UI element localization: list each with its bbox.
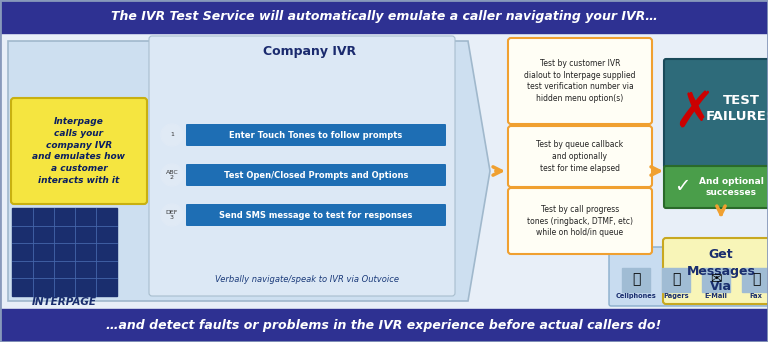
- FancyBboxPatch shape: [508, 188, 652, 254]
- Text: Send SMS message to test for responses: Send SMS message to test for responses: [220, 210, 412, 220]
- Circle shape: [161, 204, 183, 226]
- Text: TEST
FAILURES: TEST FAILURES: [706, 94, 768, 123]
- Text: E-Mail: E-Mail: [704, 293, 727, 299]
- Text: ✉: ✉: [710, 272, 722, 286]
- Circle shape: [161, 164, 183, 186]
- Text: Verbally navigate/speak to IVR via Outvoice: Verbally navigate/speak to IVR via Outvo…: [215, 275, 399, 284]
- Bar: [0, 309, 768, 342]
- Text: Test Open/Closed Prompts and Options: Test Open/Closed Prompts and Options: [223, 171, 408, 180]
- FancyBboxPatch shape: [664, 59, 768, 168]
- Text: 1: 1: [170, 132, 174, 137]
- Bar: [742, 268, 768, 292]
- FancyBboxPatch shape: [508, 38, 652, 124]
- Text: Test by customer IVR
dialout to Interpage supplied
test verification number via
: Test by customer IVR dialout to Interpag…: [525, 59, 636, 103]
- Bar: [702, 268, 730, 292]
- Text: DEF
3: DEF 3: [166, 210, 178, 220]
- Text: 📠: 📠: [752, 272, 760, 286]
- FancyBboxPatch shape: [663, 238, 768, 304]
- Text: The IVR Test Service will automatically emulate a caller navigating your IVR…: The IVR Test Service will automatically …: [111, 10, 657, 23]
- Text: Interpage
calls your
company IVR
and emulates how
a customer
interacts with it: Interpage calls your company IVR and emu…: [32, 117, 125, 185]
- FancyBboxPatch shape: [186, 204, 446, 226]
- Text: ✗: ✗: [673, 90, 715, 137]
- Text: Company IVR: Company IVR: [263, 44, 356, 57]
- Text: 📱: 📱: [632, 272, 641, 286]
- Text: Fax: Fax: [750, 293, 763, 299]
- FancyBboxPatch shape: [508, 126, 652, 187]
- Text: And optional
successes: And optional successes: [699, 177, 763, 197]
- Text: Get
Messages
Via: Get Messages Via: [687, 249, 756, 293]
- Bar: [0, 0, 768, 33]
- Text: Cellphones: Cellphones: [616, 293, 657, 299]
- FancyBboxPatch shape: [664, 166, 768, 208]
- Text: …and detect faults or problems in the IVR experience before actual callers do!: …and detect faults or problems in the IV…: [107, 319, 661, 332]
- Text: Test by queue callback
and optionally
test for time elapsed: Test by queue callback and optionally te…: [536, 140, 624, 173]
- Text: Pagers: Pagers: [664, 293, 689, 299]
- Bar: [662, 268, 690, 292]
- Text: ABC
2: ABC 2: [166, 170, 178, 180]
- FancyBboxPatch shape: [609, 247, 768, 306]
- Text: 📟: 📟: [672, 272, 680, 286]
- FancyBboxPatch shape: [186, 124, 446, 146]
- Text: INTERPAGE: INTERPAGE: [32, 297, 97, 307]
- Bar: [12, 208, 117, 296]
- Bar: [0, 33, 768, 309]
- FancyBboxPatch shape: [186, 164, 446, 186]
- Polygon shape: [8, 41, 490, 301]
- Text: ✓: ✓: [674, 177, 690, 197]
- FancyBboxPatch shape: [149, 36, 455, 296]
- FancyBboxPatch shape: [11, 98, 147, 204]
- Text: Enter Touch Tones to follow prompts: Enter Touch Tones to follow prompts: [230, 131, 402, 140]
- Text: Test by call progress
tones (ringback, DTMF, etc)
while on hold/in queue: Test by call progress tones (ringback, D…: [527, 205, 633, 237]
- Circle shape: [161, 124, 183, 146]
- Bar: [622, 268, 650, 292]
